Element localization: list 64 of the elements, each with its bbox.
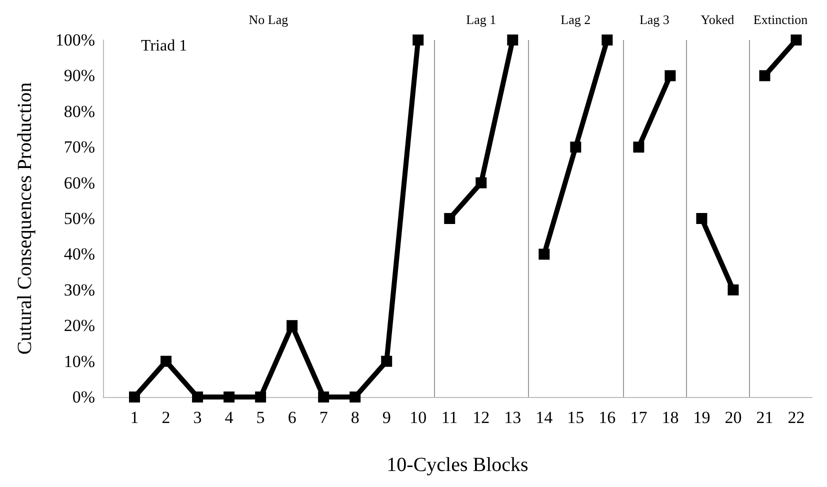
point — [507, 34, 518, 46]
y-axis-title: Cutural Consequences Production — [14, 82, 36, 355]
point — [318, 392, 330, 402]
point — [664, 70, 676, 82]
x-tick-label: 18 — [662, 408, 679, 427]
point — [759, 70, 770, 82]
x-tick-label: 14 — [536, 408, 554, 427]
x-tick-label: 10 — [410, 408, 427, 427]
y-tick-label: 100% — [55, 30, 95, 50]
point — [476, 177, 487, 188]
point — [160, 356, 172, 367]
text: No Lag — [248, 12, 289, 27]
point — [286, 320, 298, 332]
point — [790, 34, 802, 46]
point — [350, 392, 361, 402]
point — [444, 213, 456, 224]
point — [538, 248, 550, 260]
x-tick-label: 3 — [193, 408, 202, 427]
x-tick-label: 20 — [724, 408, 742, 427]
y-tick-label: 10% — [64, 352, 95, 371]
point — [570, 142, 582, 153]
y-tick-label: 40% — [64, 244, 95, 264]
y-tick-label: 20% — [64, 316, 95, 336]
x-tick-label: 11 — [441, 408, 458, 427]
y-tick-label: 50% — [64, 209, 95, 228]
y-tick-label: 60% — [64, 173, 95, 192]
annotation: Triad 1 — [141, 38, 188, 54]
text: Lag 3 — [639, 12, 670, 27]
text: Lag 2 — [560, 12, 591, 27]
x-tick-label: 17 — [630, 408, 648, 427]
point — [412, 34, 424, 46]
x-tick-label: 2 — [162, 408, 170, 427]
x-tick-label: 22 — [788, 408, 805, 427]
x-tick-label: 5 — [256, 408, 265, 427]
point — [192, 392, 204, 402]
x-tick-label: 4 — [224, 408, 234, 427]
x-tick-label: 12 — [472, 408, 490, 427]
y-tick-label: 70% — [64, 138, 95, 157]
x-tick-label: 9 — [382, 408, 391, 427]
point — [696, 213, 708, 224]
x-tick-label: 15 — [567, 408, 584, 427]
point — [602, 34, 613, 46]
x-tick-label: 19 — [693, 408, 710, 427]
point — [381, 356, 392, 367]
y-tick-label: 90% — [64, 66, 95, 86]
text: Lag 1 — [466, 12, 496, 27]
point — [633, 142, 644, 153]
x-tick-label: 1 — [130, 408, 139, 427]
y-tick-label: 30% — [64, 280, 95, 300]
point — [129, 392, 140, 402]
x-tick-label: 16 — [598, 408, 616, 427]
point — [224, 392, 235, 402]
x-tick-label: 6 — [288, 408, 296, 427]
x-tick-label: 13 — [504, 408, 522, 427]
text: Yoked — [700, 12, 735, 27]
y-tick-label: 80% — [64, 102, 95, 121]
x-axis-title: 10-Cycles Blocks — [386, 454, 529, 476]
point — [255, 392, 266, 402]
text: Extinction — [753, 12, 808, 27]
point — [728, 284, 739, 296]
x-tick-label: 8 — [350, 408, 360, 427]
y-tick-label: 0% — [72, 388, 95, 406]
x-tick-label: 21 — [756, 408, 774, 427]
x-tick-label: 7 — [319, 408, 328, 427]
